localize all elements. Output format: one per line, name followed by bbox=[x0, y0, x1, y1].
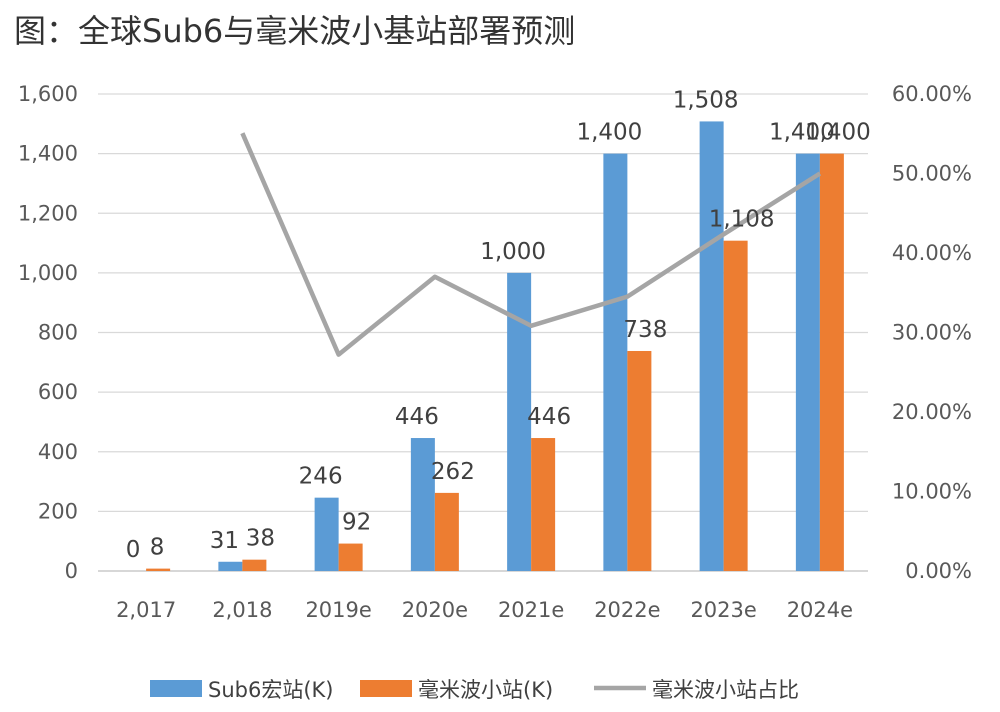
left-tick-label: 1,200 bbox=[18, 201, 78, 225]
right-tick-label: 40.00% bbox=[892, 241, 972, 265]
x-tick-label: 2020e bbox=[402, 598, 468, 622]
mmwave-bar bbox=[146, 568, 171, 571]
sub6-data-label: 246 bbox=[299, 464, 343, 490]
left-tick-label: 600 bbox=[38, 380, 78, 404]
ratio-line bbox=[240, 132, 822, 357]
right-tick-label: 60.00% bbox=[892, 82, 972, 106]
legend-item: 毫米波小站(K) bbox=[360, 678, 553, 702]
x-tick-label: 2024e bbox=[787, 598, 853, 622]
legend-swatch bbox=[360, 680, 412, 697]
mmwave-data-label: 92 bbox=[342, 510, 371, 536]
sub6-data-label: 446 bbox=[395, 404, 439, 430]
legend: Sub6宏站(K) 毫米波小站(K) 毫米波小站占比 bbox=[150, 678, 799, 702]
sub6-data-label: 1,000 bbox=[480, 239, 546, 265]
mmwave-bar bbox=[627, 350, 652, 571]
bar-series bbox=[146, 121, 844, 572]
sub6-data-label: 1,400 bbox=[576, 120, 642, 146]
right-tick-label: 0.00% bbox=[905, 559, 972, 583]
left-tick-label: 1,400 bbox=[18, 142, 78, 166]
mmwave-bar bbox=[819, 153, 844, 571]
x-tick-label: 2,017 bbox=[116, 598, 176, 622]
sub6-bar bbox=[410, 438, 435, 571]
x-tick-label: 2021e bbox=[498, 598, 564, 622]
x-tick-label: 2,018 bbox=[212, 598, 272, 622]
legend-item: 毫米波小站占比 bbox=[594, 678, 799, 702]
mmwave-bar bbox=[434, 492, 459, 571]
mmwave-bar bbox=[242, 559, 267, 571]
grid-lines bbox=[98, 93, 868, 572]
mmwave-data-label: 262 bbox=[431, 459, 475, 485]
right-tick-label: 20.00% bbox=[892, 400, 972, 424]
mmwave-data-label: 1,400 bbox=[805, 120, 871, 146]
sub6-bar bbox=[218, 561, 243, 571]
mmwave-bar bbox=[338, 543, 363, 571]
sub6-data-label: 1,400 bbox=[769, 120, 835, 146]
mmwave-data-label: 8 bbox=[150, 535, 165, 561]
x-tick-label: 2023e bbox=[690, 598, 756, 622]
mmwave-data-label: 738 bbox=[623, 317, 667, 343]
mmwave-bar bbox=[723, 240, 748, 572]
sub6-data-label: 1,508 bbox=[673, 87, 739, 113]
sub6-bar bbox=[314, 497, 339, 571]
legend-item: Sub6宏站(K) bbox=[150, 678, 334, 702]
chart-title: 图：全球Sub6与毫米波小基站部署预测 bbox=[14, 12, 576, 50]
legend-swatch bbox=[150, 680, 202, 697]
mmwave-data-label: 446 bbox=[527, 404, 571, 430]
right-tick-label: 10.00% bbox=[892, 480, 972, 504]
line-series bbox=[240, 132, 822, 357]
sub6-data-label: 31 bbox=[210, 528, 239, 554]
x-tick-label: 2022e bbox=[594, 598, 660, 622]
sub6-bar bbox=[699, 121, 724, 572]
mmwave-data-label: 38 bbox=[246, 526, 275, 552]
sub6-data-label: 0 bbox=[126, 537, 141, 563]
left-tick-label: 800 bbox=[38, 321, 78, 345]
left-tick-label: 200 bbox=[38, 499, 78, 523]
left-tick-label: 1,000 bbox=[18, 261, 78, 285]
left-tick-label: 400 bbox=[38, 440, 78, 464]
right-axis-ticks: 0.00% 10.00% 20.00% 30.00% 40.00% 50.00% 60.00… bbox=[892, 82, 972, 583]
left-axis-ticks: 0 200 400 600 800 1,000 1,200 1,400 1,600 bbox=[18, 82, 78, 583]
mmwave-data-label: 1,108 bbox=[709, 207, 775, 233]
legend-label: 毫米波小站(K) bbox=[418, 678, 553, 702]
data-labels: 0 31 246 446 1,000 1,400 1,508 1,400 8 38 92 262 446… bbox=[126, 87, 871, 563]
sub6-bar bbox=[795, 153, 820, 571]
mmwave-bar bbox=[531, 438, 556, 571]
right-tick-label: 50.00% bbox=[892, 162, 972, 186]
sub6-bar bbox=[603, 153, 628, 571]
left-tick-label: 0 bbox=[65, 559, 78, 583]
x-axis-ticks: 2,017 2,018 2019e 2020e 2021e 2022e 2023e 2024e bbox=[116, 598, 853, 622]
right-tick-label: 30.00% bbox=[892, 321, 972, 345]
x-tick-label: 2019e bbox=[305, 598, 371, 622]
legend-label: 毫米波小站占比 bbox=[652, 678, 799, 702]
legend-label: Sub6宏站(K) bbox=[208, 678, 334, 702]
left-tick-label: 1,600 bbox=[18, 82, 78, 106]
